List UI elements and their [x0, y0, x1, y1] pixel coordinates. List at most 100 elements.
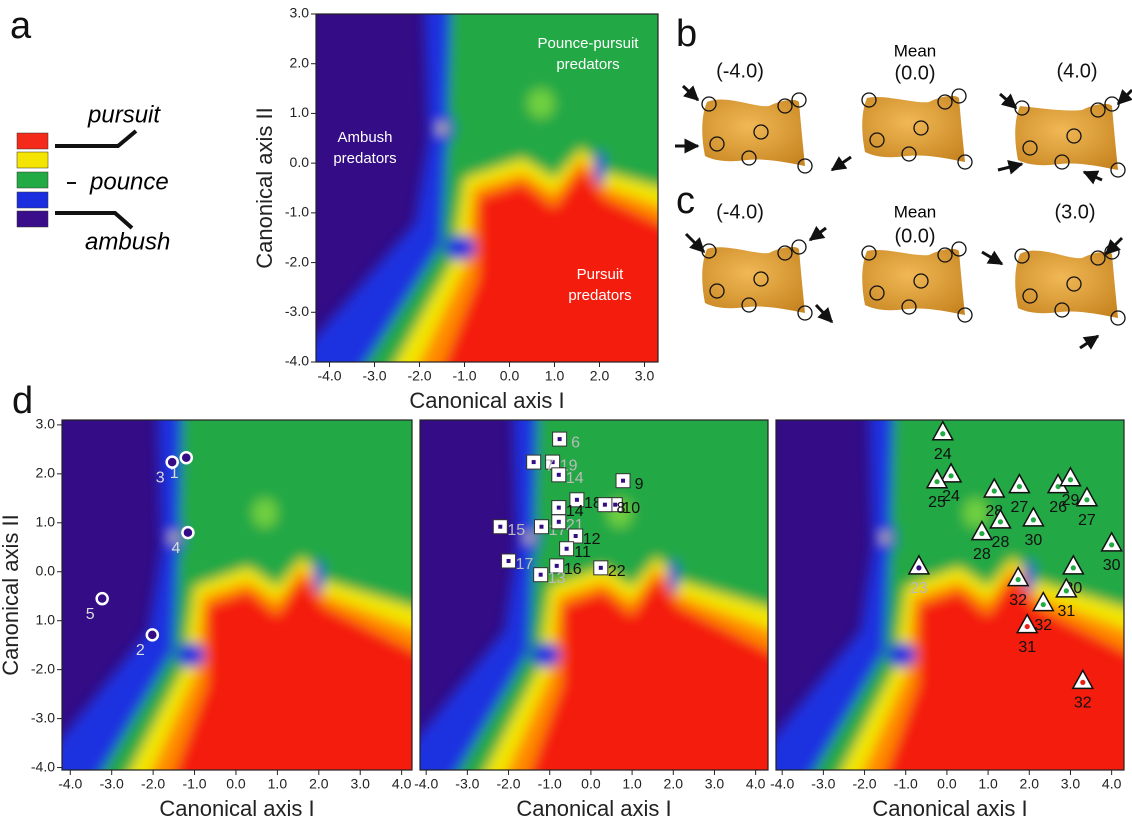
- point-dot: [979, 531, 984, 536]
- point: [182, 527, 193, 538]
- point-dot: [916, 565, 921, 570]
- point-dot: [934, 479, 939, 484]
- arrow: [832, 157, 851, 170]
- arrow: [686, 234, 704, 252]
- legend-swatch: [17, 152, 48, 168]
- point-label: 27: [1010, 499, 1028, 516]
- shape: [702, 240, 812, 320]
- y-axis-title: Canonical axis II: [252, 107, 277, 268]
- point-dot: [555, 564, 559, 568]
- panel-letter: a: [10, 5, 32, 47]
- panel-letter: d: [12, 380, 33, 422]
- point-label: 23: [910, 580, 928, 597]
- y-tick-label: -1.0: [285, 204, 309, 220]
- x-tick-label: 1.0: [545, 368, 565, 384]
- panel-letter: c: [676, 180, 695, 222]
- point-dot: [539, 573, 543, 577]
- point: [97, 593, 108, 604]
- x-tick-label: -3.0: [811, 776, 835, 792]
- y-tick-label: 0.0: [36, 562, 56, 578]
- point-dot: [992, 488, 997, 493]
- point-dot: [603, 503, 607, 507]
- annotation: Ambush: [337, 129, 392, 146]
- y-tick-label: 1.0: [290, 104, 310, 120]
- point-label: 6: [571, 434, 580, 451]
- surface-spot: [1024, 560, 1034, 594]
- arrow: [810, 228, 826, 240]
- arrow: [982, 252, 1002, 264]
- y-tick-label: -4.0: [285, 353, 309, 369]
- x-tick-label: 3.0: [1061, 776, 1081, 792]
- surface-spot: [531, 643, 560, 667]
- y-tick-label: -3.0: [285, 303, 309, 319]
- point-label: 9: [635, 476, 644, 493]
- point-label: 30: [1103, 557, 1121, 574]
- caption: Mean: [894, 202, 937, 221]
- x-tick-label: 2.0: [1020, 776, 1040, 792]
- point-label: 2: [136, 642, 145, 659]
- surface-spot: [528, 89, 555, 119]
- legend-label: ambush: [85, 228, 170, 255]
- x-tick-label: 1.0: [622, 776, 642, 792]
- surface-spot: [594, 151, 605, 186]
- x-tick-label: -3.0: [455, 776, 479, 792]
- point-dot: [557, 506, 561, 510]
- x-tick-label: -2.0: [852, 776, 876, 792]
- point-dot: [599, 566, 603, 570]
- caption: (-4.0): [716, 60, 764, 82]
- point-dot: [507, 559, 511, 563]
- point-dot: [558, 437, 562, 441]
- point-dot: [1068, 477, 1073, 482]
- surface: [753, 405, 1132, 797]
- surface-spot: [882, 532, 889, 544]
- point: [181, 452, 192, 463]
- surface-spot: [526, 532, 533, 544]
- surface-spot: [887, 643, 916, 667]
- x-tick-label: -4.0: [58, 776, 82, 792]
- point-label: 17: [516, 556, 534, 573]
- arrow: [998, 164, 1022, 170]
- shape: [702, 93, 812, 173]
- annotation: Pursuit: [577, 266, 625, 283]
- point: [147, 629, 158, 640]
- y-tick-label: 3.0: [36, 416, 56, 432]
- point-dot: [940, 431, 945, 436]
- point-label: 25: [928, 494, 946, 511]
- x-tick-label: -4.0: [317, 368, 341, 384]
- point-label: 28: [992, 534, 1010, 551]
- x-tick-label: -2.0: [496, 776, 520, 792]
- point-dot: [539, 525, 543, 529]
- point-dot: [498, 525, 502, 529]
- legend-label: pursuit: [87, 101, 161, 128]
- x-tick-label: 1.0: [978, 776, 998, 792]
- x-tick-label: -1.0: [182, 776, 206, 792]
- x-tick-label: 1.0: [268, 776, 288, 792]
- point-label: 14: [566, 470, 584, 487]
- point-dot: [1031, 517, 1036, 522]
- legend-swatch: [17, 192, 48, 208]
- x-axis-title: Canonical axis I: [872, 796, 1027, 821]
- point-dot: [1071, 565, 1076, 570]
- y-axis-title: Canonical axis II: [0, 514, 23, 675]
- figure: a b c d pursuit pounce ambush (-4.0) Mea…: [0, 0, 1132, 829]
- x-tick-label: -1.0: [452, 368, 476, 384]
- point-label: 11: [574, 544, 591, 561]
- x-tick-label: 4.0: [392, 776, 412, 792]
- point-dot: [574, 534, 578, 538]
- point-label: 13: [548, 570, 566, 587]
- point-label: 27: [1078, 512, 1096, 529]
- point-label: 16: [564, 561, 582, 578]
- point-dot: [621, 479, 625, 483]
- point-dot: [557, 473, 561, 477]
- caption: (3.0): [1054, 201, 1095, 223]
- point-dot: [1017, 484, 1022, 489]
- point-dot: [1016, 577, 1021, 582]
- x-tick-label: 3.0: [635, 368, 655, 384]
- annotation: predators: [556, 56, 619, 73]
- surface-spot: [438, 122, 445, 134]
- point-dot: [575, 498, 579, 502]
- point-label: 5: [86, 606, 95, 623]
- surface-spot: [253, 498, 278, 527]
- arrow: [1118, 90, 1132, 104]
- x-tick-label: 2.0: [309, 776, 329, 792]
